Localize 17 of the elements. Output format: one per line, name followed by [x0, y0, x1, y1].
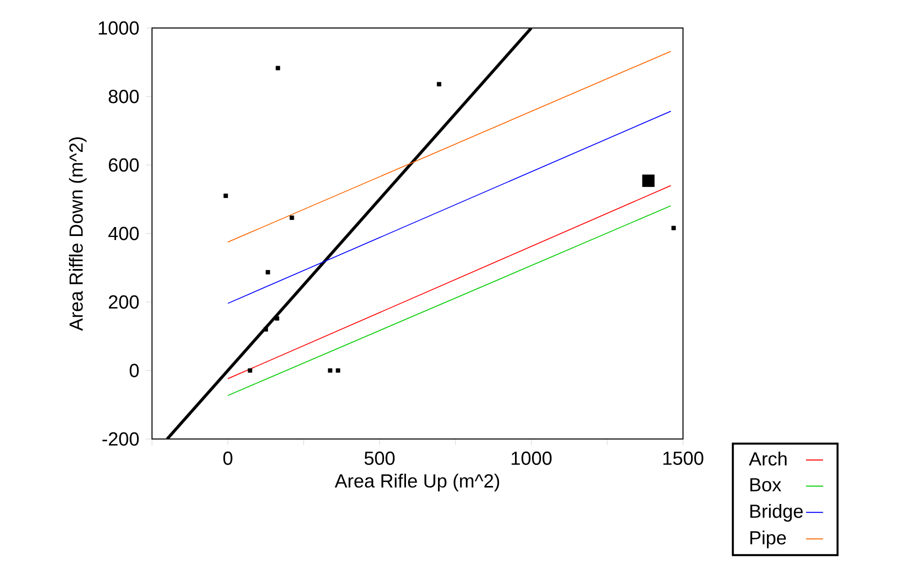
y-tick-label: 400 [108, 226, 139, 240]
x-tick-label: 1500 [663, 452, 704, 465]
y-tick-label: 1000 [98, 21, 139, 35]
y-axis-title: Area Riffle Down (m^2) [68, 137, 87, 331]
x-tick-label: 1000 [512, 452, 552, 465]
x-tick-label: 0 [223, 452, 232, 465]
y-tick-label: 200 [108, 295, 139, 309]
x-axis-title: Area Rifle Up (m^2) [334, 474, 500, 492]
y-tick-label: 800 [108, 90, 139, 104]
legend-label: Box [750, 478, 782, 492]
y-tick-label: 600 [108, 158, 139, 172]
legend-label: Bridge [750, 504, 803, 522]
y-tick-label: -200 [102, 432, 139, 446]
legend-label: Arch [748, 452, 787, 466]
y-tick-label: 0 [130, 364, 139, 378]
x-tick-label: 500 [364, 452, 395, 465]
legend-label: Pipe [750, 530, 786, 548]
